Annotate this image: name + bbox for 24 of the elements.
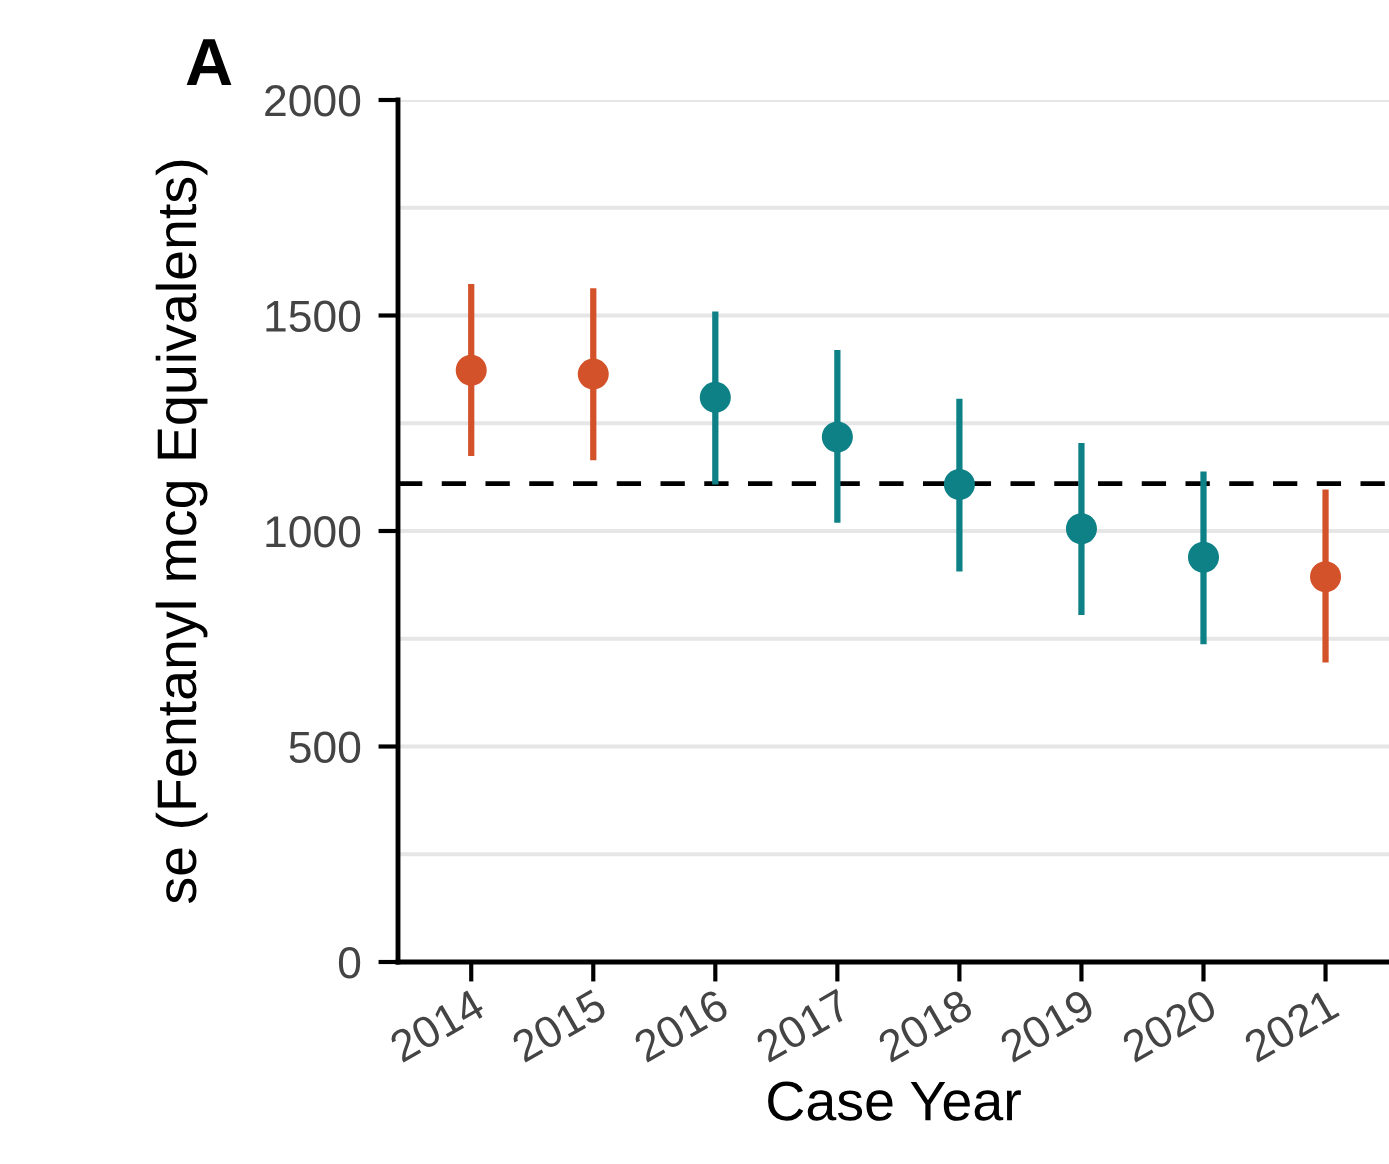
point [1310, 561, 1342, 593]
x-tick-label: 2016 [632, 988, 730, 1063]
point [1065, 513, 1097, 545]
x-tick-label: 2017 [754, 988, 852, 1063]
x-tick-label: 2014 [388, 987, 487, 1063]
y-tick-label: 1000 [266, 516, 361, 548]
y-tick-label: 1500 [266, 300, 361, 333]
point [699, 381, 731, 413]
x-tick-label: 2019 [998, 988, 1096, 1063]
y-tick-label: 500 [289, 731, 361, 764]
point [821, 421, 853, 453]
point [577, 358, 609, 390]
y-axis-title: se (Fentanyl mcg Equivalents) [155, 160, 208, 904]
x-tick-label: 2021 [1242, 988, 1340, 1063]
point [1187, 541, 1220, 573]
chart-title: A [186, 39, 232, 85]
x-axis-title: Case Year [768, 1081, 1021, 1121]
point [943, 468, 975, 500]
y-tick-label: 0 [338, 947, 361, 979]
point [455, 354, 487, 386]
x-tick-label: 2020 [1120, 988, 1219, 1063]
x-tick-label: 2018 [876, 988, 975, 1063]
x-tick-label: 2015 [510, 988, 608, 1063]
y-tick-label: 2000 [265, 85, 361, 117]
